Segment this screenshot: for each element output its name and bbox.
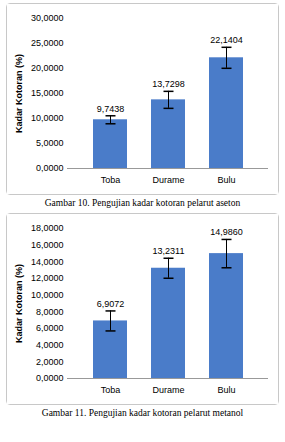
svg-text:Toba: Toba bbox=[101, 175, 121, 185]
svg-text:13,2311: 13,2311 bbox=[153, 246, 185, 256]
svg-text:25,0000: 25,0000 bbox=[31, 38, 64, 48]
svg-text:Kadar Kotoran (%): Kadar Kotoran (%) bbox=[14, 264, 24, 343]
svg-text:20,0000: 20,0000 bbox=[31, 63, 64, 73]
svg-text:14,0000: 14,0000 bbox=[31, 257, 64, 267]
svg-text:Bulu: Bulu bbox=[217, 385, 235, 395]
svg-text:13,7298: 13,7298 bbox=[152, 79, 185, 89]
svg-text:9,7438: 9,7438 bbox=[97, 104, 125, 114]
svg-text:2,0000: 2,0000 bbox=[36, 357, 64, 367]
svg-text:10,0000: 10,0000 bbox=[31, 290, 64, 300]
svg-text:5,0000: 5,0000 bbox=[36, 138, 64, 148]
svg-text:10,0000: 10,0000 bbox=[31, 113, 64, 123]
svg-text:8,0000: 8,0000 bbox=[36, 307, 64, 317]
svg-text:30,0000: 30,0000 bbox=[31, 13, 64, 23]
svg-text:Kadar Kotoran (%): Kadar Kotoran (%) bbox=[14, 54, 24, 133]
html-text:Gambar 11. Pengujian kadar kot: Gambar 11. Pengujian kadar kotoran pelar… bbox=[41, 408, 244, 418]
svg-text:18,0000: 18,0000 bbox=[31, 223, 64, 233]
svg-text:12,0000: 12,0000 bbox=[31, 273, 64, 283]
svg-text:14,9860: 14,9860 bbox=[210, 227, 243, 237]
svg-text:15,0000: 15,0000 bbox=[31, 88, 64, 98]
svg-text:0,0000: 0,0000 bbox=[36, 373, 64, 383]
svg-text:Bulu: Bulu bbox=[217, 175, 235, 185]
svg-text:0,0000: 0,0000 bbox=[36, 163, 64, 173]
svg-text:16,0000: 16,0000 bbox=[31, 240, 64, 250]
svg-text:Durame: Durame bbox=[152, 385, 184, 395]
svg-text:4,0000: 4,0000 bbox=[36, 340, 64, 350]
svg-text:6,9072: 6,9072 bbox=[97, 299, 125, 309]
svg-text:Toba: Toba bbox=[101, 385, 121, 395]
svg-text:Durame: Durame bbox=[152, 175, 184, 185]
html-text:Gambar 10. Pengujian kadar kot: Gambar 10. Pengujian kadar kotoran pelar… bbox=[44, 198, 241, 208]
svg-text:22,1404: 22,1404 bbox=[210, 35, 243, 45]
svg-text:6,0000: 6,0000 bbox=[36, 323, 64, 333]
